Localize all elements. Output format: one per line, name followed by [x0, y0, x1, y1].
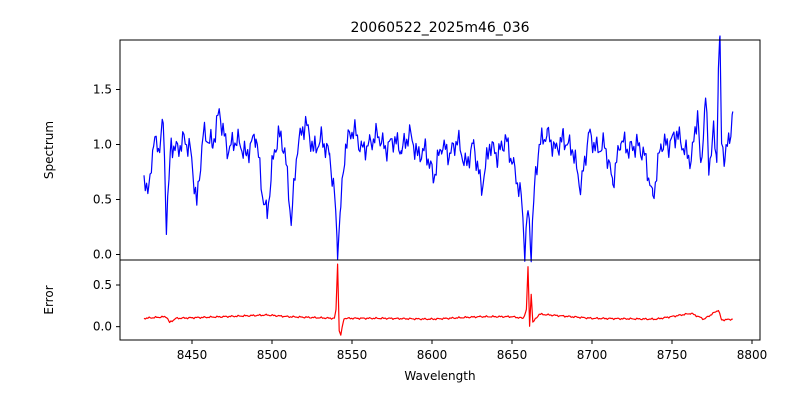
spectrum-y-tick-label: 1.5 [93, 83, 112, 97]
spectrum-y-tick-label: 1.0 [93, 138, 112, 152]
spectrum-y-tick-label: 0.5 [93, 193, 112, 207]
error-series-group [143, 263, 733, 336]
spectrum-y-ticks: 0.0 0.5 1.0 1.5 [93, 83, 120, 262]
error-y-axis-label: Error [42, 285, 56, 314]
spectrum-panel: 0.0 0.5 1.0 1.5 Spectrum [42, 35, 761, 263]
x-axis-label: Wavelength [404, 369, 475, 383]
spectrum-series-line [143, 35, 734, 263]
spectrum-y-tick-label: 0.0 [93, 248, 112, 262]
x-tick-label: 8700 [577, 348, 608, 362]
x-tick-label: 8750 [657, 348, 688, 362]
x-tick-label: 8450 [177, 348, 208, 362]
spectrum-series-group [143, 35, 734, 263]
error-y-ticks: 0.0 0.5 [93, 278, 120, 334]
error-y-tick-label: 0.5 [93, 278, 112, 292]
x-tick-label: 8500 [257, 348, 288, 362]
chart-title: 20060522_2025m46_036 [350, 20, 529, 36]
x-tick-label: 8800 [737, 348, 768, 362]
x-tick-label: 8550 [337, 348, 368, 362]
x-ticks: 8450 8500 8550 8600 8650 8700 8750 8800 [177, 340, 768, 362]
error-y-tick-label: 0.0 [93, 320, 112, 334]
x-tick-label: 8650 [497, 348, 528, 362]
error-panel-frame [119, 259, 761, 341]
error-series-line [143, 263, 733, 336]
spectrum-y-axis-label: Spectrum [42, 121, 56, 179]
x-tick-label: 8600 [417, 348, 448, 362]
error-panel: 0.00.5 8450 8500 8550 8600 8650 8700 8750 8800 … [42, 259, 768, 383]
